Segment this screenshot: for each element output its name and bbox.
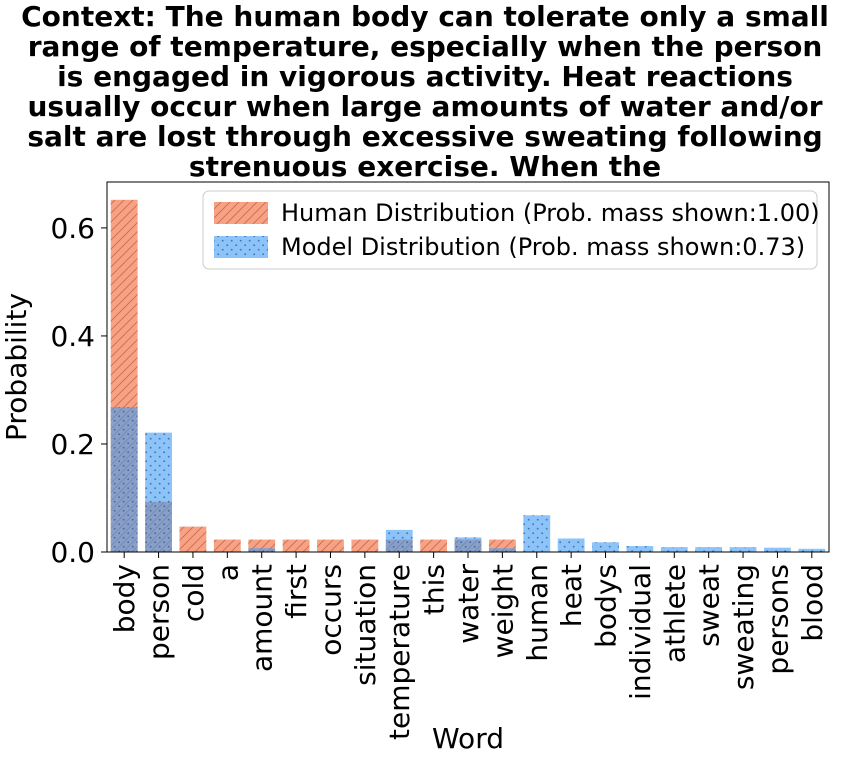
human-bar-situation	[351, 539, 379, 552]
chart-title-line: usually occur when large amounts of wate…	[27, 90, 823, 123]
legend-label-model: Model Distribution (Prob. mass shown:0.7…	[281, 233, 805, 261]
y-tick-label: 0.2	[50, 428, 95, 461]
human-bar-cold	[179, 526, 207, 552]
y-tick-label: 0.4	[50, 320, 95, 353]
x-axis-title: Word	[432, 722, 504, 755]
human-bar-this	[420, 539, 448, 552]
legend-label-human: Human Distribution (Prob. mass shown:1.0…	[281, 199, 820, 227]
legend-swatch-model	[214, 236, 268, 258]
model-bar-body	[110, 407, 138, 552]
y-tick-label: 0.6	[50, 212, 95, 245]
x-tick-label-first: first	[280, 564, 313, 619]
x-tick-label-water: water	[452, 564, 485, 644]
model-bar-blood	[798, 548, 826, 552]
x-tick-label-occurs: occurs	[314, 564, 347, 656]
x-tick-label-situation: situation	[349, 564, 382, 686]
model-bar-athlete	[660, 547, 688, 552]
legend-box	[202, 190, 818, 270]
human-bar-first	[282, 539, 310, 552]
x-tick-label-sweating: sweating	[727, 564, 760, 690]
x-tick-label-a: a	[211, 564, 244, 581]
human-bar-a	[213, 539, 241, 552]
model-bar-temperature	[385, 529, 413, 552]
x-tick-label-weight: weight	[486, 564, 519, 658]
x-tick-label-this: this	[418, 564, 451, 615]
x-tick-label-human: human	[521, 564, 554, 662]
x-tick-label-individual: individual	[624, 564, 657, 700]
legend-swatch-human	[214, 202, 268, 224]
chart-title-line: strenuous exercise. When the	[188, 150, 662, 183]
model-bar-heat	[557, 538, 585, 552]
model-bar-water	[454, 537, 482, 552]
x-tick-label-person: person	[143, 564, 176, 660]
chart-title-line: range of temperature, especially when th…	[27, 30, 823, 63]
x-tick-label-bodys: bodys	[590, 564, 623, 648]
chart-title-line: Context: The human body can tolerate onl…	[21, 0, 829, 33]
model-bar-sweating	[729, 547, 757, 552]
chart-title: Context: The human body can tolerate onl…	[0, 2, 850, 182]
x-tick-label-heat: heat	[555, 564, 588, 627]
y-axis-title: Probability	[0, 293, 33, 441]
model-bar-weight	[488, 548, 516, 552]
model-bar-persons	[764, 547, 791, 552]
model-bar-amount	[248, 548, 276, 552]
model-bar-bodys	[592, 542, 619, 552]
y-tick-label: 0.0	[50, 536, 95, 569]
x-tick-label-body: body	[108, 564, 141, 633]
human-bar-occurs	[317, 539, 344, 552]
x-tick-label-amount: amount	[246, 564, 279, 672]
x-tick-label-temperature: temperature	[383, 564, 416, 740]
model-bar-person	[145, 432, 172, 552]
model-bar-sweat	[695, 547, 723, 552]
chart-title-line: salt are lost through excessive sweating…	[27, 120, 823, 153]
model-bar-human	[523, 515, 551, 552]
x-tick-label-sweat: sweat	[693, 564, 726, 647]
x-tick-label-blood: blood	[796, 564, 829, 642]
chart-title-line: is engaged in vigorous activity. Heat re…	[57, 60, 793, 93]
x-tick-label-cold: cold	[177, 564, 210, 622]
x-tick-label-athlete: athlete	[658, 564, 691, 663]
x-tick-label-persons: persons	[761, 564, 794, 675]
model-bar-individual	[626, 546, 654, 552]
